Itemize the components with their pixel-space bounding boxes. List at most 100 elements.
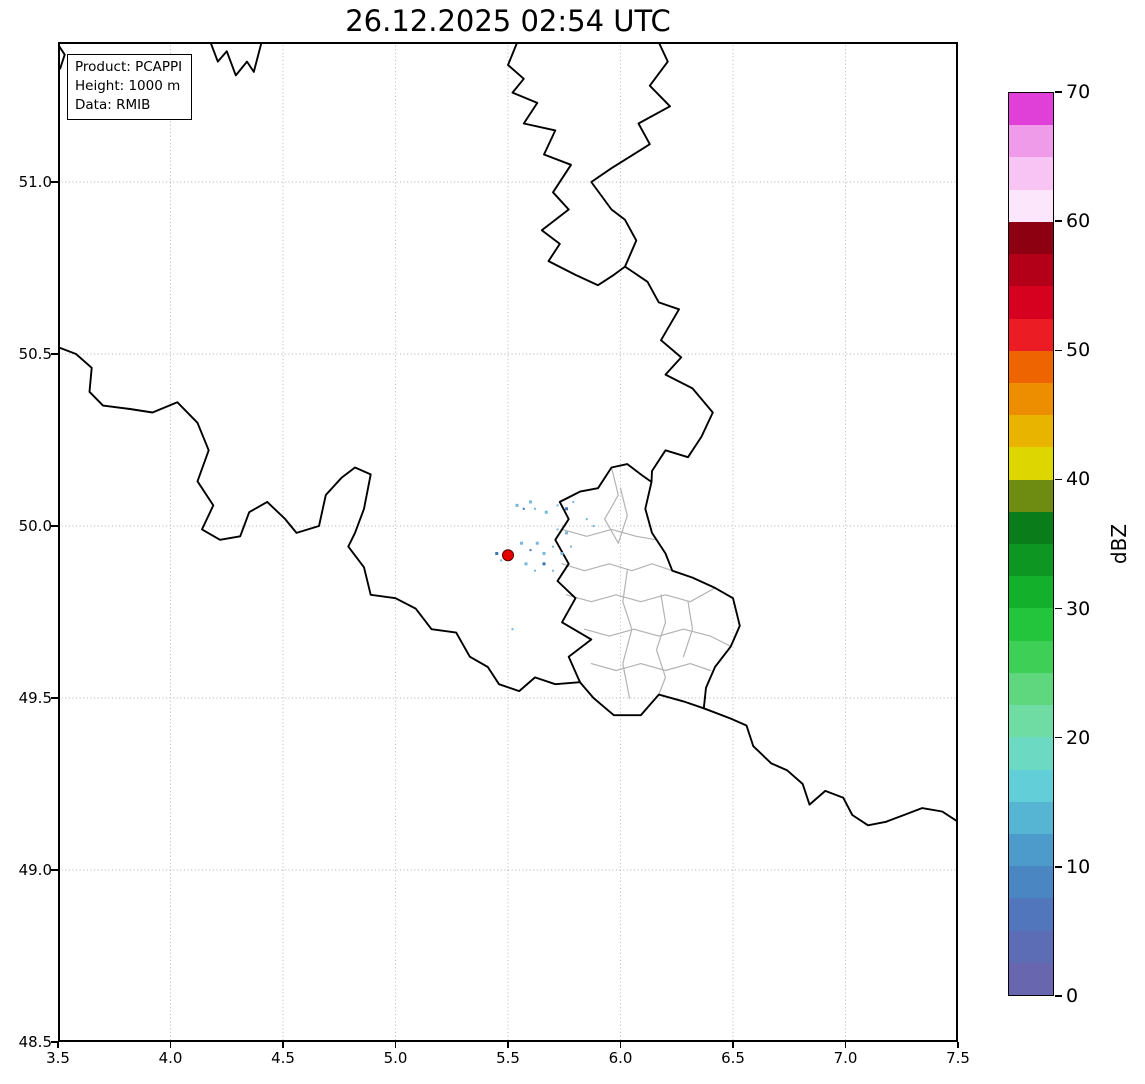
x-tick-mark (957, 1042, 959, 1048)
radar-echo (570, 545, 572, 548)
radar-echo (592, 525, 595, 528)
map-canvas (58, 42, 958, 1042)
colorbar-segment (1009, 608, 1053, 641)
radar-echo (529, 500, 532, 504)
radar-echo (560, 552, 564, 556)
colorbar-segment (1009, 962, 1053, 995)
radar-echo (524, 562, 528, 566)
country-border-be-nl-meuse-west (507, 42, 626, 287)
colorbar-segment (1009, 511, 1053, 544)
x-tick-mark (844, 1042, 847, 1048)
colorbar-tick-label: 10 (1066, 855, 1091, 878)
figure-title: 26.12.2025 02:54 UTC (345, 4, 671, 38)
colorbar-segment (1009, 736, 1053, 770)
x-tick-label: 6.0 (608, 1049, 633, 1067)
product-info-box: Product: PCAPPI Height: 1000 m Data: RMI… (67, 54, 193, 121)
colorbar-tick-mark (1055, 349, 1062, 352)
radar-echo (495, 552, 499, 556)
canton-border (655, 594, 667, 696)
y-tick-mark (51, 1041, 58, 1043)
colorbar-tick-label: 30 (1066, 597, 1091, 620)
canton-border (583, 628, 732, 648)
country-border-luxembourg (554, 463, 741, 717)
radar-echo (556, 528, 559, 531)
canton-border (561, 563, 673, 572)
y-tick-label: 49.0 (18, 861, 52, 879)
x-tick-mark (282, 1042, 284, 1048)
colorbar (1008, 92, 1054, 996)
radar-echo (556, 504, 559, 507)
x-tick-label: 7.5 (946, 1049, 970, 1067)
radar-echo (552, 569, 554, 572)
radar-echo (542, 552, 546, 556)
colorbar-segment (1009, 769, 1053, 802)
colorbar-segment (1009, 801, 1053, 834)
plot-frame (58, 42, 958, 1042)
country-border-scheldt-fragment (58, 43, 66, 70)
radar-site-marker (502, 549, 514, 562)
colorbar-segment (1009, 930, 1053, 963)
colorbar-segment (1009, 446, 1053, 480)
y-tick-mark (51, 869, 58, 871)
colorbar-tick-mark (1055, 91, 1062, 93)
x-tick-mark (619, 1042, 622, 1048)
radar-echo (552, 545, 554, 548)
x-tick-label: 6.5 (721, 1049, 745, 1067)
colorbar-segment (1009, 285, 1053, 319)
colorbar-segment (1009, 543, 1053, 577)
canton-border (604, 466, 619, 544)
colorbar-tick-label: 40 (1066, 468, 1091, 491)
radar-echo (500, 559, 503, 562)
country-border-be-nl-north (209, 42, 263, 77)
info-product-line: Product: PCAPPI (75, 59, 183, 75)
x-tick-mark (732, 1042, 734, 1048)
radar-echo (511, 628, 514, 631)
country-border-nl-de-meuse-east (590, 42, 671, 268)
colorbar-tick-mark (1055, 220, 1062, 222)
colorbar-tick-label: 20 (1066, 726, 1091, 749)
colorbar-segment (1009, 350, 1053, 383)
radar-echo (520, 541, 523, 545)
x-tick-label: 3.5 (46, 1049, 70, 1067)
y-tick-label: 50.0 (18, 517, 52, 535)
country-border-be-de (624, 265, 714, 483)
radar-echo (585, 518, 588, 521)
colorbar-segment (1009, 833, 1053, 867)
y-tick-label: 49.5 (18, 689, 52, 707)
colorbar-segment (1009, 92, 1053, 126)
colorbar-tick-mark (1055, 866, 1062, 868)
radar-echo (529, 549, 532, 552)
colorbar-segment (1009, 221, 1053, 255)
map-plot: Product: PCAPPI Height: 1000 m Data: RMI… (58, 42, 958, 1042)
radar-echo (515, 503, 519, 507)
colorbar-tick-label: 70 (1066, 81, 1091, 103)
colorbar-segment (1009, 382, 1053, 416)
x-tick-mark (394, 1042, 397, 1048)
country-border-fr-de (702, 707, 958, 827)
canton-border (565, 587, 716, 603)
colorbar-segment (1009, 704, 1053, 738)
colorbar-segment (1009, 124, 1053, 158)
y-tick-mark (51, 697, 58, 699)
radar-echo (534, 569, 536, 572)
radar-echo (522, 507, 525, 510)
colorbar-label: dBZ (1107, 523, 1131, 565)
y-tick-mark (51, 181, 58, 183)
colorbar-segment (1009, 189, 1053, 222)
colorbar-segment (1009, 414, 1053, 448)
x-tick-label: 4.5 (271, 1049, 295, 1067)
colorbar-segment (1009, 157, 1053, 190)
colorbar-tick-mark (1055, 478, 1062, 481)
radar-echo (535, 541, 539, 545)
x-tick-label: 7.0 (833, 1049, 858, 1067)
x-tick-mark (57, 1042, 59, 1048)
canton-border (561, 528, 658, 541)
colorbar-tick-mark (1055, 607, 1062, 610)
radar-echo (572, 500, 575, 503)
info-data-source-line: Data: RMIB (75, 97, 151, 114)
canton-border (617, 487, 628, 544)
colorbar-tick-label: 0 (1066, 985, 1079, 1007)
y-tick-label: 50.5 (18, 345, 52, 363)
colorbar-segment (1009, 672, 1053, 706)
y-tick-label: 51.0 (18, 173, 52, 191)
